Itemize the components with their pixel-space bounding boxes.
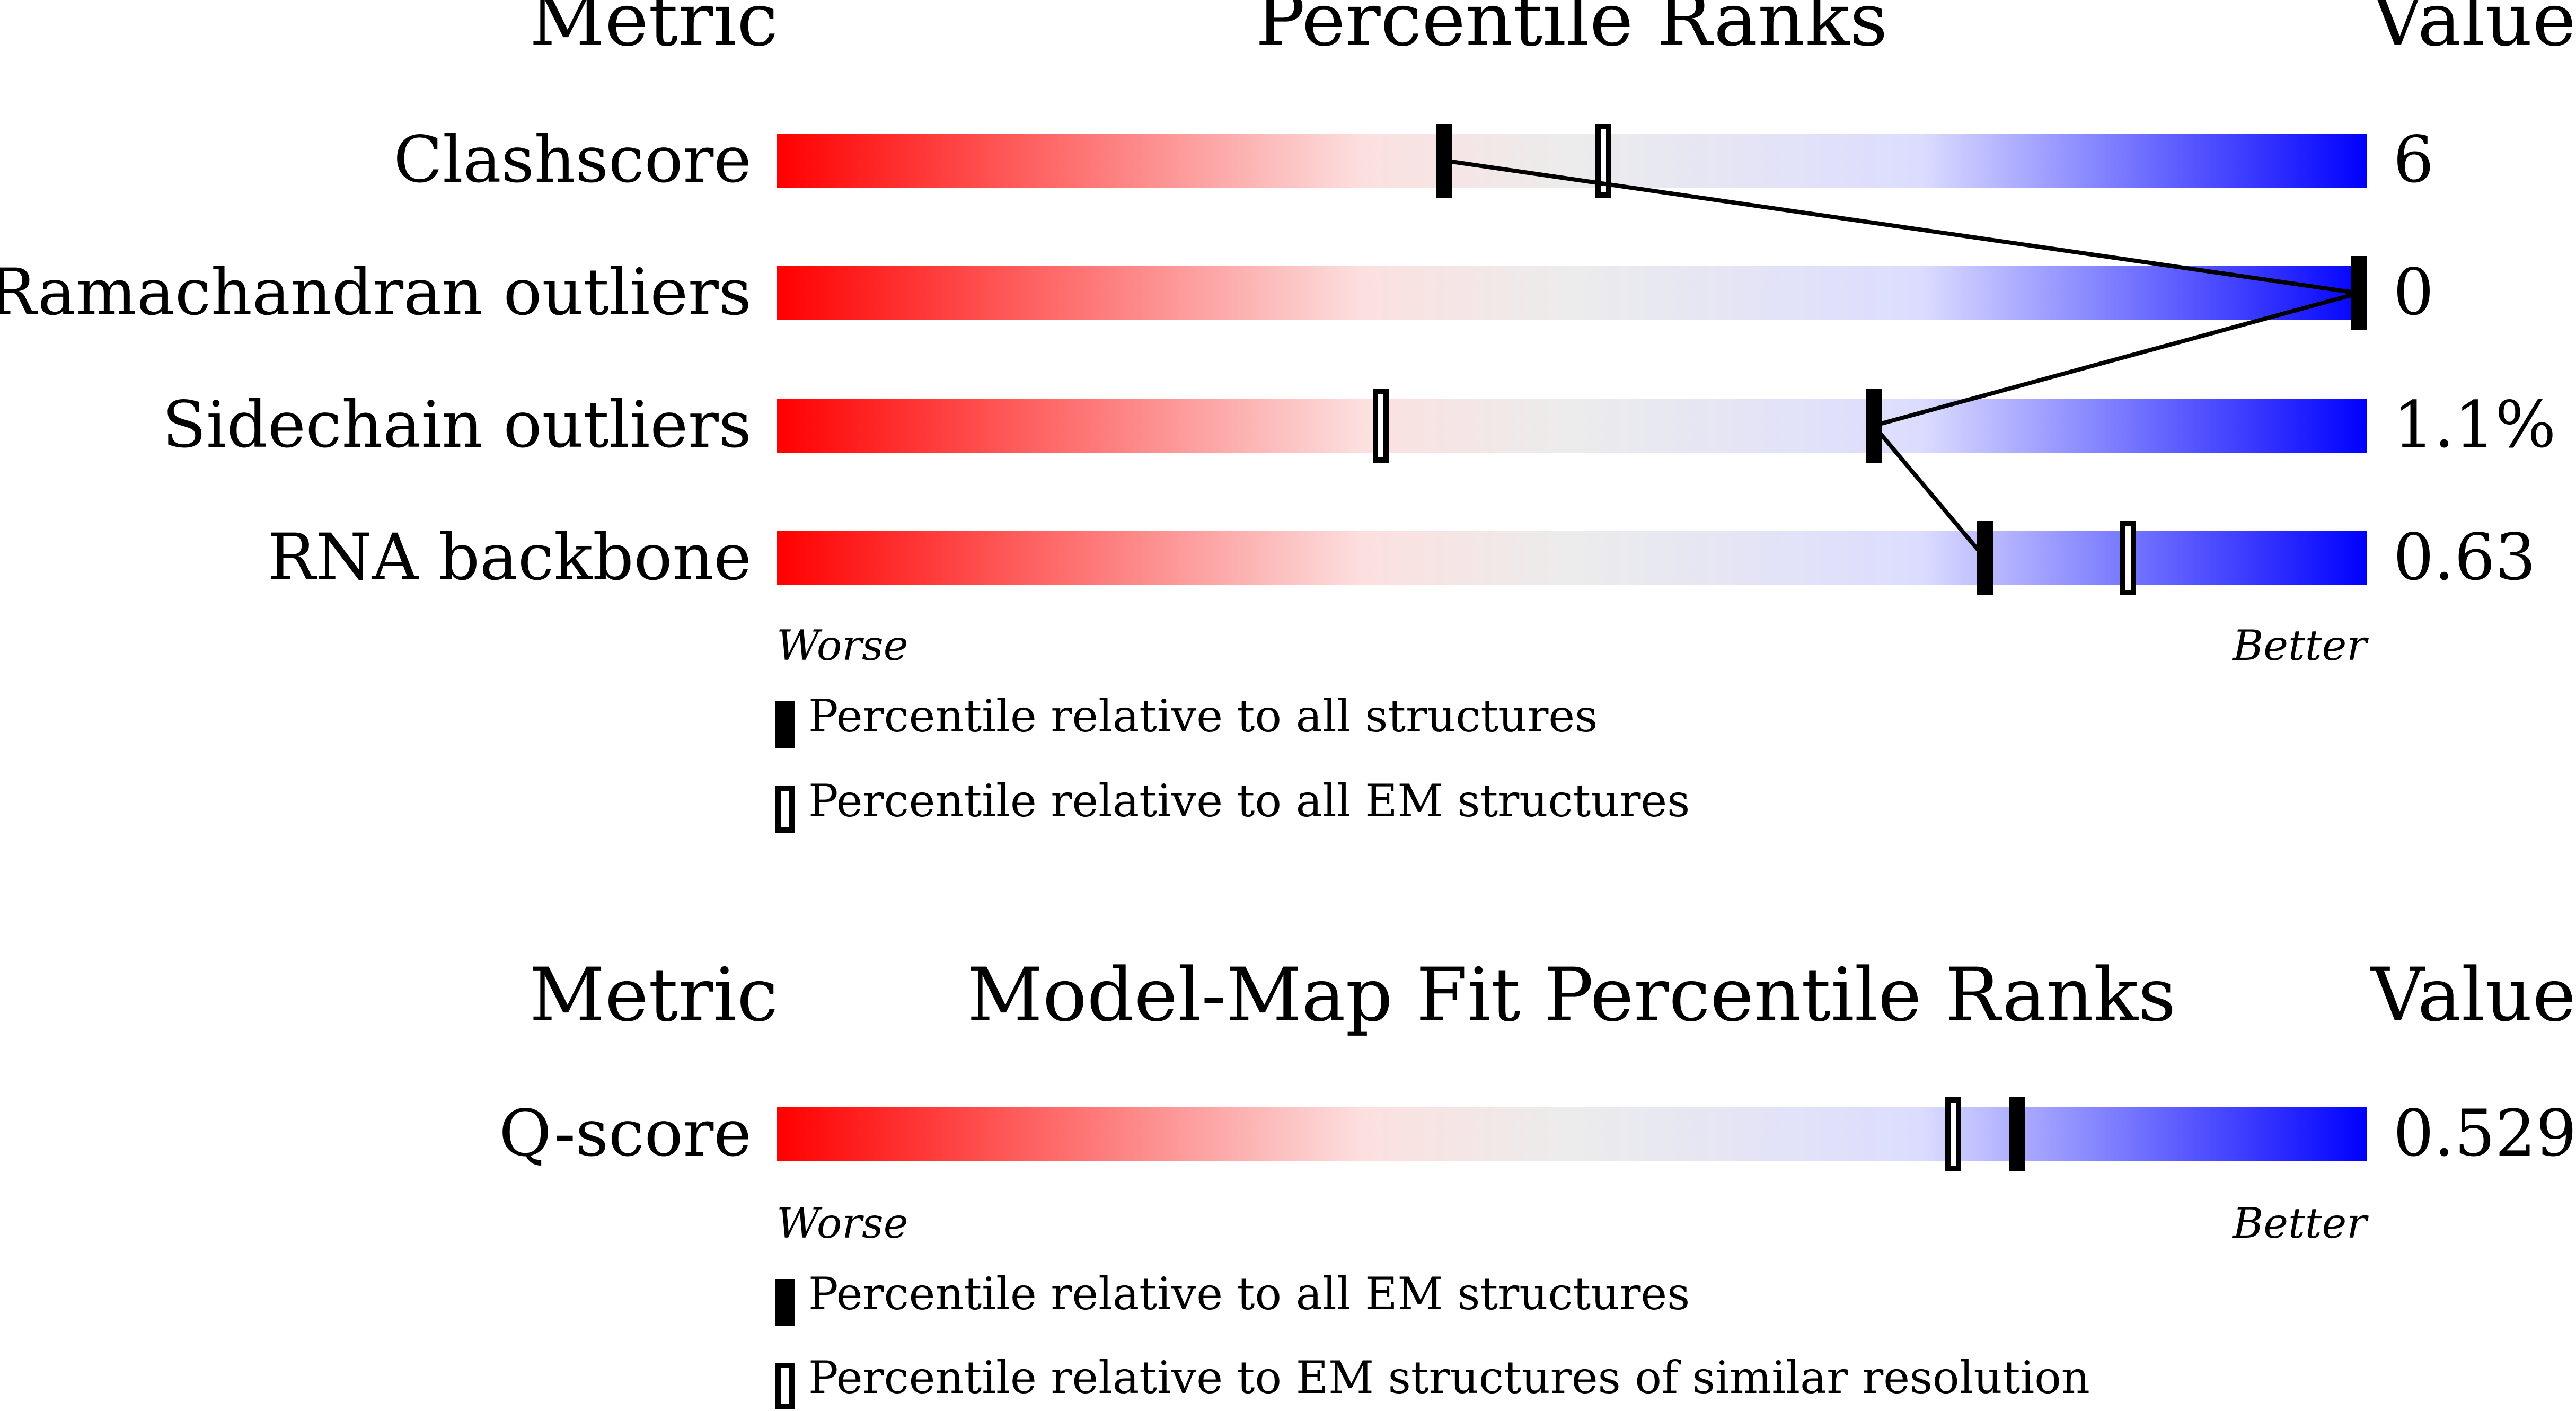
open-percentile-marker — [2120, 521, 2136, 595]
metric-label: Sidechain outliers — [162, 387, 752, 462]
metric-value: 1.1% — [2393, 387, 2556, 462]
axis-better-label: Better — [2231, 1199, 2369, 1248]
chart-title: Model-Map Fit Percentile Ranks — [967, 952, 2176, 1038]
metric-row: Ramachandran outliers 0 — [0, 255, 2434, 330]
legend-item: Percentile relative to all EM structures — [775, 775, 1690, 833]
metric-label: Ramachandran outliers — [0, 255, 752, 330]
legend-open-marker-icon — [775, 1363, 795, 1409]
legend-label: Percentile relative to all structures — [808, 690, 1598, 742]
open-percentile-marker — [1945, 1097, 1961, 1171]
filled-percentile-marker — [2009, 1097, 2025, 1171]
connector-line — [1444, 158, 2360, 560]
percentile-scale-bar — [777, 266, 2367, 320]
value-header: Value — [2370, 0, 2576, 63]
legend-item: Percentile relative to EM structures of … — [775, 1352, 2090, 1409]
chart-panel-1: Metric Percentile Ranks Value Clashscore 6 Ra… — [0, 0, 2576, 833]
metric-header: Metric — [530, 952, 778, 1038]
metric-row: Sidechain outliers 1.1% — [162, 387, 2556, 463]
legend-label: Percentile relative to EM structures of … — [808, 1352, 2090, 1404]
axis-better-label: Better — [2231, 621, 2369, 670]
legend-label: Percentile relative to all EM structures — [808, 775, 1690, 827]
metric-row: Q-score 0.529 — [499, 1096, 2576, 1171]
metric-label: Clashscore — [393, 122, 752, 197]
axis-worse-label: Worse — [777, 621, 908, 670]
metric-value: 0.63 — [2393, 520, 2536, 595]
legend-item: Percentile relative to all structures — [775, 690, 1598, 748]
axis-worse-label: Worse — [777, 1199, 908, 1248]
legend-item: Percentile relative to all EM structures — [775, 1268, 1690, 1326]
chart-title: Percentile Ranks — [1256, 0, 1888, 63]
legend-open-marker-icon — [775, 786, 795, 833]
chart-panel-2: Metric Model-Map Fit Percentile Ranks Valu… — [499, 952, 2576, 1409]
metric-label: RNA backbone — [268, 520, 752, 595]
legend-filled-marker-icon — [775, 1279, 795, 1326]
metric-value: 6 — [2393, 122, 2434, 197]
metric-row: Clashscore 6 — [393, 122, 2434, 198]
open-percentile-marker — [1373, 389, 1389, 463]
legend-label: Percentile relative to all EM structures — [808, 1268, 1690, 1320]
percentile-scale-bar — [777, 531, 2367, 585]
metric-label: Q-score — [499, 1096, 752, 1171]
metric-row: RNA backbone 0.63 — [268, 520, 2536, 595]
percentile-scale-bar — [777, 399, 2367, 453]
open-percentile-marker — [1595, 124, 1611, 198]
metric-value: 0.529 — [2393, 1096, 2576, 1171]
legend-filled-marker-icon — [775, 701, 795, 748]
metric-header: Metric — [530, 0, 778, 63]
percentile-scale-bar — [777, 1107, 2367, 1161]
metric-value: 0 — [2393, 255, 2434, 330]
value-header: Value — [2370, 952, 2576, 1038]
